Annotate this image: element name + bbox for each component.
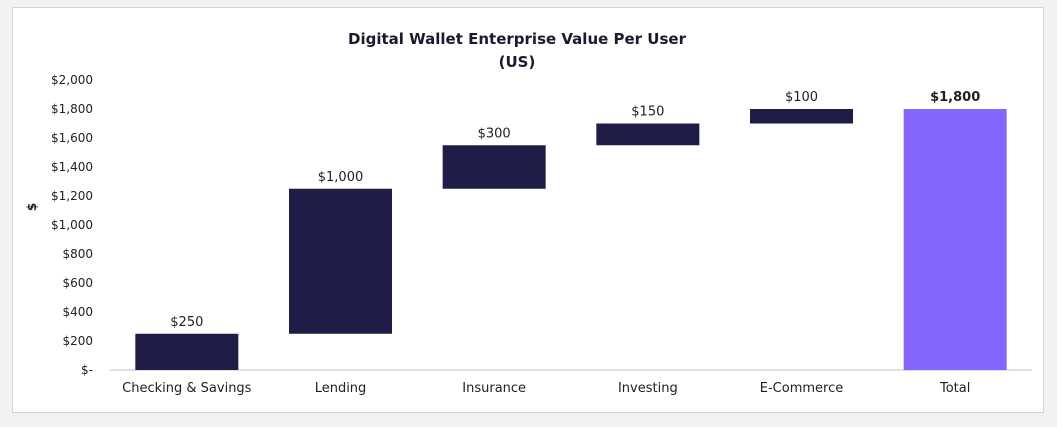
- data-label: $300: [478, 126, 511, 141]
- x-category-label: Investing: [618, 381, 678, 396]
- y-tick-label: $2,000: [51, 73, 93, 87]
- bar-total: [903, 109, 1007, 370]
- y-tick-label: $1,000: [51, 218, 93, 232]
- x-category-label: Lending: [315, 381, 367, 396]
- chart-title-line2: (US): [499, 53, 536, 71]
- y-tick-label: $1,600: [51, 131, 93, 145]
- category-labels: Checking & Savings Lending Insurance Invest…: [122, 381, 970, 396]
- x-category-label: Total: [939, 381, 970, 396]
- bar-increment: [596, 123, 700, 146]
- x-category-label: E-Commerce: [760, 381, 843, 396]
- bar-increment: [289, 188, 392, 334]
- y-tick-label: $1,200: [51, 189, 93, 203]
- y-tick-label: $1,400: [51, 160, 93, 174]
- y-axis: $- $200 $400 $600 $800 $1,000 $1,200 $1,400 $1,6…: [51, 73, 93, 377]
- bar-increment: [750, 109, 853, 124]
- y-tick-label: $800: [62, 247, 93, 261]
- y-axis-label: $: [25, 203, 39, 211]
- data-label: $100: [785, 90, 818, 105]
- y-tick-label: $200: [62, 334, 93, 348]
- x-category-label: Insurance: [462, 381, 526, 396]
- chart-title-line1: Digital Wallet Enterprise Value Per User: [348, 30, 687, 48]
- x-category-label: Checking & Savings: [122, 381, 252, 396]
- data-label: $1,800: [930, 90, 980, 105]
- bar-increment: [135, 333, 239, 370]
- y-tick-label: $-: [81, 363, 93, 377]
- data-label: $150: [631, 105, 664, 120]
- data-label: $250: [170, 315, 203, 330]
- y-tick-label: $600: [62, 276, 93, 290]
- data-label: $1,000: [318, 170, 364, 185]
- bars-group: $250 $1,000 $300 $150 $100 $1,800: [135, 90, 1007, 370]
- y-tick-label: $1,800: [51, 102, 93, 116]
- bar-increment: [442, 145, 546, 189]
- y-tick-label: $400: [62, 305, 93, 319]
